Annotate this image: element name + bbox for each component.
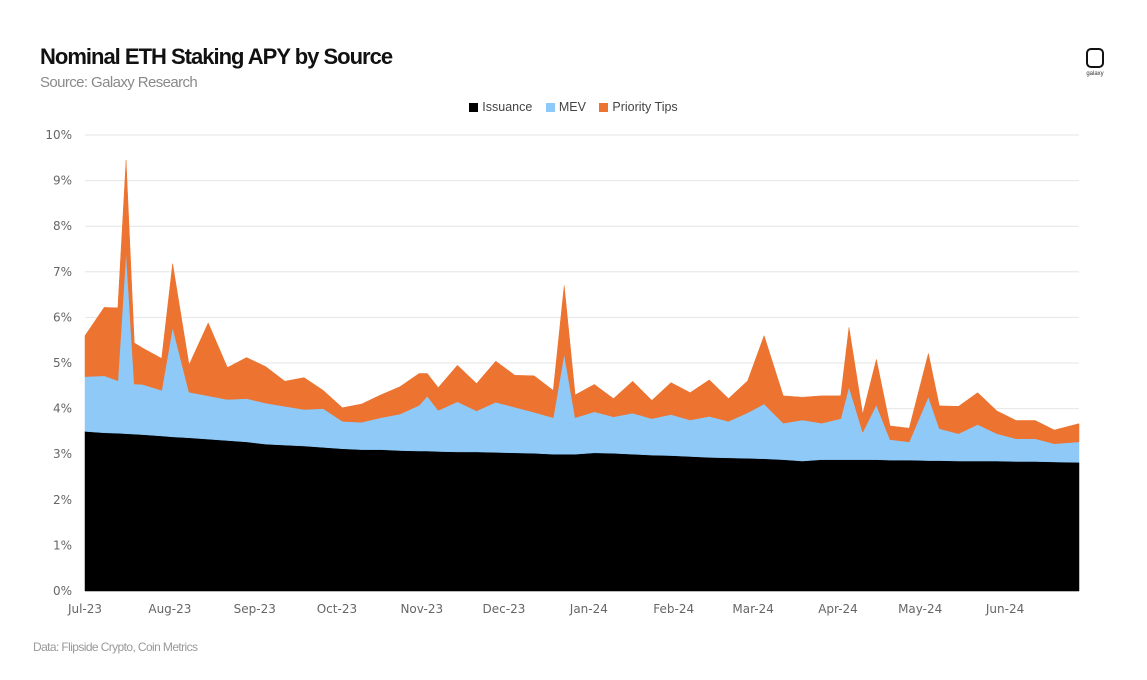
logo-text: galaxy <box>1086 71 1104 77</box>
x-tick-label: Feb-24 <box>653 602 694 616</box>
x-tick-label: Jul-23 <box>67 602 102 616</box>
legend-label: Issuance <box>482 100 533 114</box>
y-tick-label: 3% <box>53 447 72 461</box>
legend: Issuance MEV Priority Tips <box>0 100 1147 114</box>
x-tick-label: Jun-24 <box>985 602 1024 616</box>
series-areas <box>84 160 1080 592</box>
legend-item-mev: MEV <box>545 100 586 114</box>
x-tick-label: Nov-23 <box>400 602 443 616</box>
data-source-note: Data: Flipside Crypto, Coin Metrics <box>33 640 198 654</box>
x-tick-label: Aug-23 <box>148 602 191 616</box>
legend-swatch <box>599 103 609 112</box>
y-tick-label: 5% <box>53 356 72 370</box>
galaxy-logo: galaxy <box>1080 48 1110 77</box>
x-tick-label: Jan-24 <box>569 602 608 616</box>
y-tick-label: 9% <box>53 174 72 188</box>
x-tick-label: Dec-23 <box>483 602 526 616</box>
y-tick-label: 10% <box>45 128 72 142</box>
area-priority-tips <box>84 160 1080 444</box>
x-tick-label: Sep-23 <box>234 602 276 616</box>
y-tick-label: 2% <box>53 493 72 507</box>
y-tick-label: 8% <box>53 219 72 233</box>
chart-subtitle: Source: Galaxy Research <box>40 74 198 91</box>
legend-swatch <box>545 103 555 112</box>
legend-label: Priority Tips <box>612 100 678 114</box>
y-tick-label: 6% <box>53 310 72 324</box>
legend-label: MEV <box>558 100 586 114</box>
y-tick-label: 0% <box>53 584 72 598</box>
chart-title: Nominal ETH Staking APY by Source <box>40 44 393 69</box>
y-tick-label: 1% <box>53 538 72 552</box>
x-tick-label: Mar-24 <box>732 602 773 616</box>
legend-item-issuance: Issuance <box>469 100 532 114</box>
y-tick-label: 7% <box>53 265 72 279</box>
x-tick-label: Oct-23 <box>317 602 357 616</box>
x-tick-label: May-24 <box>898 602 942 616</box>
legend-item-priority-tips: Priority Tips <box>599 100 678 114</box>
y-tick-label: 4% <box>53 402 72 416</box>
legend-swatch <box>469 103 479 112</box>
x-axis: Jul-23 Aug-23 Sep-23 Oct-23 Nov-23 Dec-23 Jan-… <box>67 602 1024 616</box>
y-axis: 0% 1% 2% 3% 4% 5% 6% 7% 8% 9% 10% <box>45 128 72 598</box>
area-mev <box>84 251 1080 463</box>
x-tick-label: Apr-24 <box>818 602 858 616</box>
logo-icon <box>1086 48 1104 68</box>
